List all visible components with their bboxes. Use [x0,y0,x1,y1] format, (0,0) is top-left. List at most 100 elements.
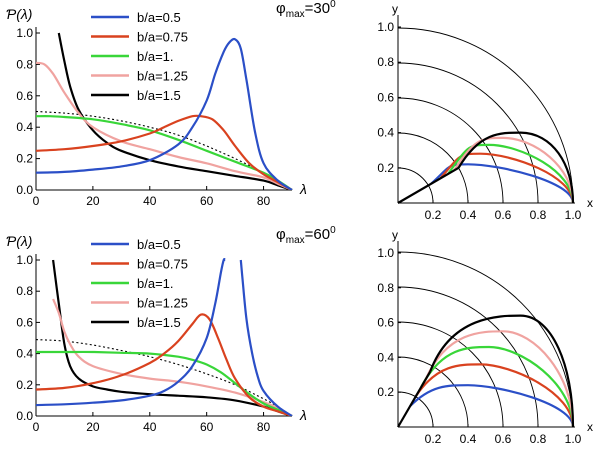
panel-bottom-right: y x 0.2 0.4 0.6 0.8 1.0 0.2 0.4 0.6 0.8 1.0 φmax=600 [276,225,593,446]
grid-arc [397,27,574,204]
series-line-b-a-1- [36,350,293,416]
legend-label: b/a=1.5 [137,315,181,330]
series-line-b-a-1-25 [36,61,293,190]
y-axis-label: y [392,228,398,242]
polar-curve [429,314,575,428]
title-sup: 0 [330,225,336,236]
x-tick-label: 0 [33,194,40,208]
panel-top-left: 0 20 40 60 80 0.0 0.2 0.4 0.6 0.8 1.0 Ƥ(λ) λ b/a=0.5 b… [6,6,307,208]
x-tick-label: 0.4 [460,432,477,446]
grid-arc [397,321,504,428]
polar-curve [409,384,575,428]
y-tick-label: 0.4 [377,126,394,140]
polar-curve [439,152,575,204]
y-axis-label: Ƥ(λ) [6,233,32,249]
panel-bottom-left: 0 20 40 60 80 0.0 0.2 0.4 0.6 0.8 1.0 Ƥ(λ) λ b/a=0.5 b… [6,233,307,434]
polar-curve [457,131,575,204]
legend-label: b/a=1. [137,49,174,64]
x-tick-label: 1.0 [565,432,582,446]
polar-curve [447,143,575,204]
legend-label: b/a=0.75 [137,30,188,45]
polar-curve [415,363,575,428]
legend-label: b/a=0.5 [137,237,181,252]
polar-curve [420,345,575,428]
chord-line [397,370,432,428]
y-tick-label: 0.2 [16,378,33,392]
x-tick-label: 80 [257,420,271,434]
legend-label: b/a=1.5 [137,88,181,103]
y-tick-label: 0.4 [16,347,33,361]
chord-line [397,166,460,204]
x-axis-label: x [587,196,593,210]
x-tick-label: 40 [143,420,157,434]
y-axis-label: y [392,2,398,16]
legend-label: b/a=1. [137,276,174,291]
grid-arc [397,167,434,204]
series-line-b-a-0-75 [36,313,293,416]
y-tick-label: 1.0 [377,246,394,260]
grid-arc [397,62,539,204]
series-line-b-a-0-5 [36,37,293,190]
panel-top-right: y x 0.2 0.4 0.6 0.8 1.0 0.2 0.4 0.6 0.8 1.0 φmax=300 [276,0,593,222]
y-tick-label: 0.2 [16,152,33,166]
series-line-b-a-1-5 [57,32,293,190]
title-phi: φ [276,0,286,17]
y-tick-label: 0.6 [16,89,33,103]
x-tick-label: 0.4 [460,208,477,222]
x-tick-label: 0.8 [530,208,547,222]
grid-arc [397,251,574,428]
y-tick-label: 0.4 [16,120,33,134]
grid-arc [397,356,469,428]
series-group [36,258,293,416]
y-tick-label: 0.8 [16,57,33,71]
grid-arc [397,286,539,428]
polar-curve [453,136,575,204]
x-axis-label: λ [299,407,307,423]
x-tick-label: 0.2 [425,432,442,446]
x-tick-label: 0 [33,420,40,434]
series-line-b-a-1- [36,115,293,190]
legend-label: b/a=1.25 [137,296,188,311]
reference-dotted-line [36,339,293,416]
y-tick-label: 0.6 [377,90,394,104]
series-line-b-a-0-5 [36,258,226,407]
title-value: =30 [305,0,330,17]
x-tick-label: 0.6 [495,208,512,222]
x-tick-label: 0.6 [495,432,512,446]
title-phi: φ [276,226,286,243]
y-tick-label: 0.6 [377,316,394,330]
x-tick-label: 20 [86,420,100,434]
x-tick-label: 80 [257,194,271,208]
y-tick-label: 1.0 [377,20,394,34]
title-sup: 0 [330,0,336,10]
grid-arc [397,391,434,428]
legend-label: b/a=0.75 [137,257,188,272]
polar-curve [430,163,575,204]
grid-arc [397,132,469,204]
y-tick-label: 0.8 [377,281,394,295]
panel-title: φmax=600 [276,225,336,246]
x-tick-label: 60 [200,194,214,208]
x-tick-label: 20 [86,194,100,208]
series-group [36,32,293,190]
x-tick-label: 40 [143,194,157,208]
y-tick-label: 0.8 [377,55,394,69]
y-tick-label: 0.4 [377,350,394,364]
x-axis-label: x [587,420,593,434]
y-tick-label: 0.6 [16,315,33,329]
x-tick-label: 60 [200,420,214,434]
y-tick-label: 0.0 [16,183,33,197]
series-line-b-a-0-5-branch [239,259,293,416]
title-value: =60 [305,226,330,243]
y-tick-label: 0.2 [377,385,394,399]
legend-label: b/a=1.25 [137,69,188,84]
y-axis-label: Ƥ(λ) [6,6,32,22]
y-tick-label: 0.8 [16,284,33,298]
legend-label: b/a=0.5 [137,10,181,25]
series-line-b-a-0-75 [36,114,293,190]
polar-curve [424,330,575,428]
x-axis-label: λ [299,181,307,197]
y-tick-label: 1.0 [16,253,33,267]
y-tick-label: 0.2 [377,161,394,175]
